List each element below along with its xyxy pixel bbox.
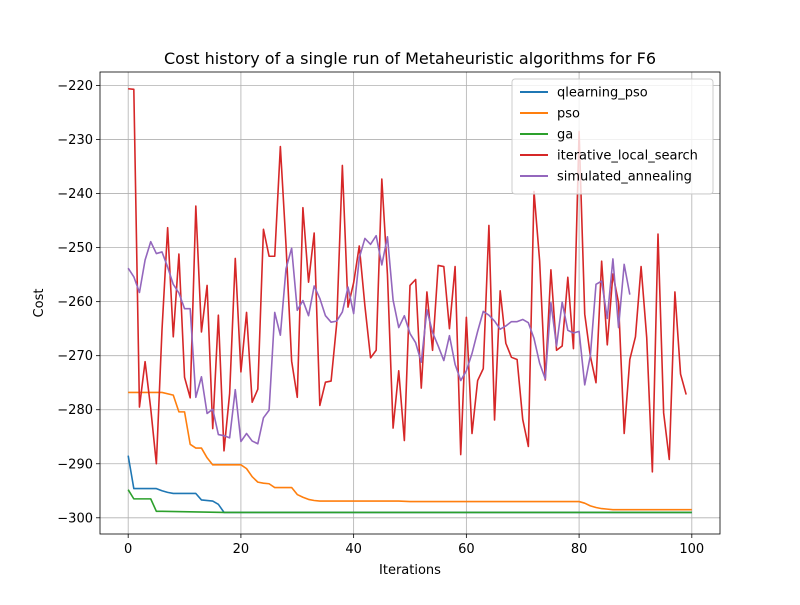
y-tick-label: −290 — [57, 457, 93, 472]
plot-frame — [99, 71, 721, 535]
y-tick-label: −280 — [57, 403, 93, 418]
y-tick-label: −300 — [57, 511, 93, 526]
x-tick-label: 100 — [679, 542, 704, 557]
legend-label: qlearning_pso — [557, 86, 648, 101]
series-line-iterative-local-search — [128, 87, 687, 473]
legend-box — [511, 78, 714, 195]
series-lines — [127, 87, 692, 514]
series-line-pso — [128, 391, 692, 511]
y-tick-label: −230 — [57, 133, 93, 148]
axis-ticks: 0 20 40 60 80 100 −220 −230 −240 −250 −260 −270 −280… — [57, 79, 704, 557]
x-tick-label: 40 — [345, 542, 362, 557]
y-tick-label: −220 — [57, 79, 93, 94]
legend-label: ga — [557, 128, 573, 143]
chart-title: Cost history of a single run of Metaheur… — [164, 49, 656, 68]
x-tick-label: 20 — [233, 542, 250, 557]
x-axis-label: Iterations — [379, 563, 441, 578]
y-tick-label: −270 — [57, 349, 93, 364]
legend-label: pso — [557, 107, 580, 122]
legend-label: simulated_annealing — [557, 170, 692, 185]
y-tick-label: −240 — [57, 187, 93, 202]
series-line-qlearning-pso — [127, 455, 692, 514]
series-line-ga — [127, 489, 692, 514]
x-tick-label: 60 — [458, 542, 475, 557]
legend-label: iterative_local_search — [557, 149, 698, 164]
y-tick-label: −250 — [57, 241, 93, 256]
series-line-simulated-annealing — [127, 234, 631, 445]
x-tick-label: 0 — [124, 542, 132, 557]
y-axis-label: Cost — [32, 289, 47, 318]
x-tick-label: 80 — [571, 542, 588, 557]
y-tick-label: −260 — [57, 295, 93, 310]
